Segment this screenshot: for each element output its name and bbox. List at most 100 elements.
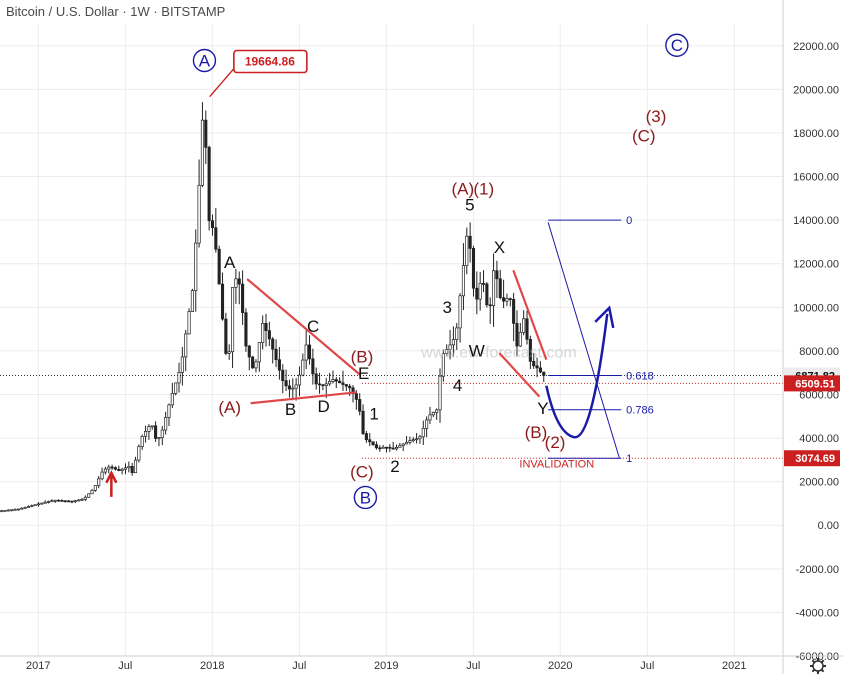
candle-body: [441, 353, 445, 377]
candle-body: [535, 365, 539, 369]
candle-body: [297, 374, 302, 386]
candle-body: [43, 501, 47, 504]
candle-body: [294, 384, 298, 389]
candle-body: [361, 410, 365, 434]
candle-body: [468, 235, 472, 249]
candle-body: [227, 351, 231, 354]
candle-body: [478, 283, 482, 300]
y-tick-label: 14000.00: [793, 215, 839, 227]
candle-body: [324, 383, 328, 386]
candle-body: [281, 369, 285, 382]
price-tag-box: [784, 375, 840, 392]
wave-label: B: [285, 400, 296, 419]
candle-body: [67, 500, 71, 503]
y-tick-label: -4000.00: [796, 607, 839, 619]
wave-label: C: [671, 36, 683, 55]
candle-body: [180, 356, 184, 373]
candle-body: [445, 349, 449, 354]
y-tick-label: 18000.00: [793, 128, 839, 140]
candle-body: [167, 404, 171, 418]
candle-body: [90, 489, 94, 495]
candle-body: [394, 447, 399, 450]
grid: [0, 24, 783, 657]
x-axis[interactable]: 2017 Jul 2018 Jul 2019 Jul 2020 Jul 2021: [0, 655, 843, 672]
x-tick-label: Jul: [466, 660, 480, 672]
x-tick-label: Jul: [292, 660, 306, 672]
candle-body: [154, 425, 158, 439]
y-tick-label: 22000.00: [793, 41, 839, 53]
candle-body: [123, 467, 128, 470]
y-tick-label: 10000.00: [793, 302, 839, 314]
candle-body: [291, 387, 295, 390]
candle-body: [421, 427, 425, 438]
trend-lines: [246, 269, 548, 405]
wave-circle: [665, 33, 689, 57]
candle-body: [147, 426, 151, 432]
candle-body: [455, 327, 459, 340]
candle-body: [40, 502, 44, 505]
candle-body: [485, 283, 489, 306]
candle-body: [241, 283, 245, 314]
wave-label: B: [360, 488, 371, 507]
candle-body: [231, 287, 235, 353]
chart-title: Bitcoin / U.S. Dollar · 1W · BITSTAMP: [6, 4, 226, 19]
gear-icon-tooth: [811, 659, 816, 664]
projection-arrowhead: [594, 305, 615, 329]
candle-body: [234, 278, 238, 288]
wave-label: D: [317, 397, 329, 416]
fib-level-label: 0.786: [626, 405, 654, 417]
candle-body: [368, 439, 372, 443]
candle-body: [502, 297, 506, 302]
candle-body: [127, 466, 131, 469]
candle-body: [0, 510, 4, 513]
candle-body: [401, 443, 405, 447]
x-tick-label: 2017: [26, 660, 50, 672]
candle-body: [384, 446, 389, 449]
candle-body: [10, 509, 14, 512]
y-tick-label: 6000.00: [799, 389, 839, 401]
candle-body: [428, 414, 432, 421]
candle-body: [411, 439, 415, 442]
wave-label: (2): [545, 433, 566, 452]
candle-body: [133, 459, 138, 474]
candle-body: [261, 322, 265, 343]
projection-paths: [105, 305, 615, 497]
price-tag-label: 3074.69: [795, 453, 835, 465]
candle-body: [204, 119, 208, 148]
candle-body: [408, 440, 412, 443]
candle-body: [287, 385, 291, 390]
candle-body: [130, 466, 134, 474]
candle-body: [364, 433, 368, 441]
candle-body: [418, 436, 422, 440]
candle-body: [187, 311, 191, 335]
x-tick-label: 2019: [374, 660, 398, 672]
settings-gear-icon[interactable]: [810, 658, 826, 674]
wave-label: C: [307, 317, 319, 336]
candle-body: [87, 493, 91, 498]
price-tag-box: [784, 450, 840, 467]
candle-body: [538, 367, 542, 373]
candle-body: [73, 500, 77, 502]
candle-body: [160, 429, 164, 439]
candle-body: [113, 467, 117, 470]
candle-body: [271, 338, 275, 350]
candle-body: [137, 446, 141, 461]
wave-label: (C): [350, 462, 374, 481]
watermark: www.ew-forecast.com: [420, 344, 577, 361]
y-axis[interactable]: 22000.00 20000.00 18000.00 16000.00 14000.00…: [782, 0, 840, 674]
candle-body: [391, 447, 395, 450]
candle-body: [16, 508, 20, 511]
gear-icon-tooth: [820, 659, 825, 664]
y-tick-label: 12000.00: [793, 259, 839, 271]
candle-body: [224, 318, 228, 354]
gear-icon-tooth: [811, 668, 816, 673]
fib-level-label: 0: [626, 215, 632, 227]
candle-body: [217, 248, 221, 285]
wave-label: (3): [646, 107, 667, 126]
trend-line: [246, 278, 361, 376]
y-tick-label: -6000.00: [796, 651, 839, 663]
candle-body: [518, 332, 522, 347]
wave-label: 1: [369, 405, 378, 424]
candle-body: [50, 500, 54, 503]
